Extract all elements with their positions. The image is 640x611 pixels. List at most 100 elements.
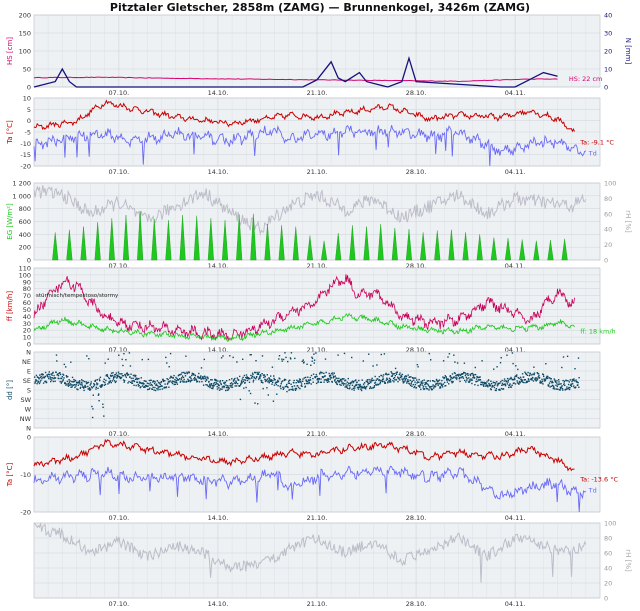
wind-direction-point: [244, 379, 247, 381]
wind-direction-point: [53, 374, 55, 377]
wind-direction-point: [86, 355, 88, 357]
wind-direction-point: [349, 387, 351, 389]
wind-direction-point: [521, 379, 523, 381]
wind-direction-point: [61, 376, 63, 378]
panel-2-xtick: 07.10.: [109, 168, 130, 176]
wind-direction-point: [167, 378, 169, 381]
wind-direction-point: [353, 385, 356, 388]
wind-direction-point: [299, 387, 301, 390]
wind-direction-point: [124, 374, 127, 376]
wind-direction-point: [79, 383, 81, 385]
wind-direction-point: [562, 356, 565, 358]
wind-direction-point: [162, 380, 165, 383]
wind-direction-point: [451, 380, 453, 383]
ff-value-label: ff: 18 km/h: [580, 328, 615, 336]
wind-direction-point: [38, 377, 40, 379]
wind-direction-point: [324, 375, 326, 377]
wind-direction-point: [85, 386, 87, 388]
wind-direction-point: [57, 373, 59, 375]
wind-direction-point: [195, 379, 198, 381]
wind-direction-point: [99, 385, 101, 387]
wind-direction-point: [81, 384, 84, 386]
wind-direction-point: [244, 381, 246, 384]
wind-direction-point: [303, 377, 306, 379]
panel-2-xtick: 21.10.: [307, 168, 328, 176]
wind-direction-point: [279, 385, 282, 387]
wind-direction-point: [527, 371, 529, 374]
wind-direction-point: [360, 388, 362, 390]
wind-direction-point: [102, 406, 104, 408]
wind-direction-point: [457, 375, 460, 377]
wind-direction-point: [284, 352, 286, 354]
wind-direction-point: [239, 385, 241, 387]
wind-direction-point: [557, 383, 560, 385]
wind-direction-point: [305, 380, 308, 382]
wind-direction-point: [221, 386, 223, 388]
wind-direction-point: [280, 381, 283, 383]
radiation-day-14: [236, 214, 243, 261]
wind-direction-point: [374, 382, 376, 384]
wind-direction-point: [572, 379, 574, 382]
wind-direction-point: [223, 382, 225, 384]
wind-direction-point: [255, 360, 257, 362]
wind-direction-point: [59, 373, 62, 376]
panel-3-xtick: 14.10.: [208, 262, 229, 270]
wind-direction-point: [275, 383, 278, 386]
wind-direction-point: [453, 376, 455, 378]
wind-direction-point: [114, 374, 116, 376]
wind-direction-point: [311, 357, 314, 360]
panel-7-xtick: 14.10.: [208, 600, 229, 608]
wind-direction-point: [97, 387, 99, 389]
wind-direction-point: [443, 377, 445, 380]
wind-direction-point: [312, 381, 314, 383]
wind-direction-point: [113, 376, 115, 378]
wind-direction-point: [304, 383, 306, 385]
wind-direction-point: [307, 376, 309, 378]
rh-series-line: [33, 185, 587, 236]
wind-direction-point: [193, 379, 196, 381]
panel-2-ytick-left: 5: [27, 106, 31, 114]
wind-direction-point: [395, 372, 397, 374]
wind-direction-point: [446, 378, 448, 380]
wind-direction-point: [34, 381, 37, 383]
wind-direction-point: [80, 386, 82, 389]
wind-direction-point: [283, 387, 285, 389]
wind-direction-point: [355, 384, 358, 386]
wind-direction-point: [254, 371, 256, 374]
wind-direction-point: [389, 381, 391, 383]
wind-direction-point: [370, 381, 372, 384]
wind-direction-point: [432, 380, 435, 382]
panel-6-ylabel-left: Ta [°C]: [6, 462, 14, 487]
wind-direction-point: [70, 384, 73, 386]
wind-direction-point: [517, 368, 519, 371]
wind-direction-point: [350, 381, 353, 383]
wind-direction-point: [174, 378, 176, 381]
wind-direction-point: [567, 388, 569, 390]
panel-5-ytick-left: SE: [23, 377, 31, 385]
wind-direction-point: [202, 384, 205, 386]
wind-direction-point: [400, 374, 402, 376]
wind-direction-point: [497, 383, 499, 386]
panel-7-ytick-right: 0: [604, 595, 608, 603]
wind-direction-point: [436, 383, 438, 385]
wind-direction-point: [212, 386, 214, 388]
wind-direction-point: [404, 378, 407, 381]
wind-direction-point: [316, 377, 319, 380]
wind-direction-point: [352, 387, 355, 389]
wind-direction-point: [414, 381, 416, 383]
wind-direction-point: [404, 375, 406, 378]
wind-direction-point: [572, 383, 574, 385]
wind-direction-point: [533, 373, 535, 376]
wind-direction-point: [550, 378, 552, 380]
wind-direction-point: [109, 374, 112, 376]
wind-direction-point: [548, 382, 551, 384]
wind-direction-point: [54, 380, 56, 382]
wind-direction-point: [401, 373, 404, 376]
wind-direction-point: [337, 354, 339, 356]
wind-direction-point: [536, 372, 538, 374]
wind-direction-point: [95, 386, 97, 388]
wind-direction-point: [305, 376, 307, 379]
wind-direction-point: [329, 375, 331, 378]
wind-direction-point: [379, 383, 381, 385]
wind-direction-point: [36, 380, 38, 382]
